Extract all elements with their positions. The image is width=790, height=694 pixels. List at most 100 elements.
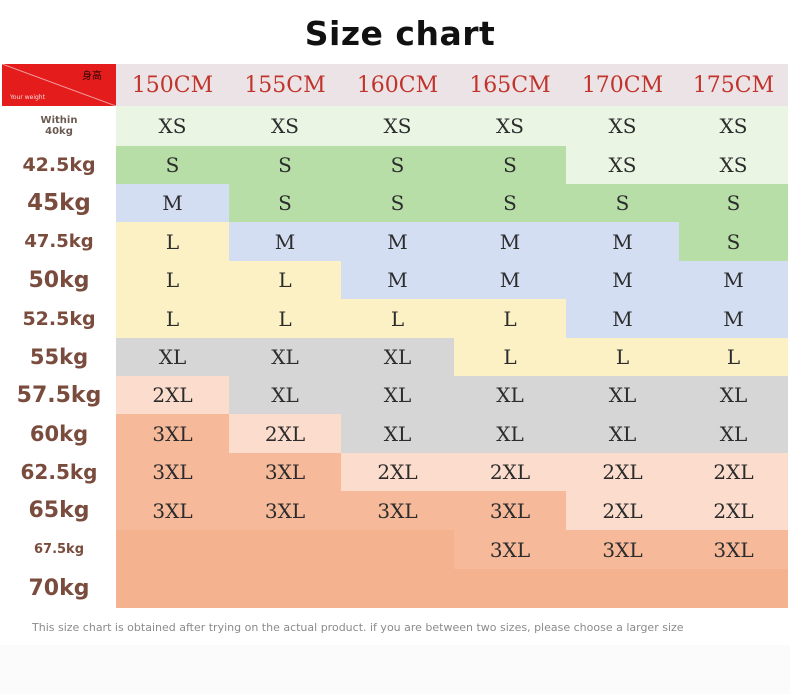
height-header-cell: 155CM — [229, 64, 341, 106]
size-cell: L — [454, 338, 566, 376]
size-cell: M — [116, 184, 229, 222]
size-cell: S — [341, 184, 454, 222]
size-cell: 2XL — [566, 453, 679, 491]
size-cell — [229, 569, 341, 608]
size-cell: S — [679, 184, 788, 222]
size-cell: XL — [229, 338, 341, 376]
size-cell — [116, 569, 229, 608]
size-cell: XL — [679, 376, 788, 414]
size-cell: XS — [116, 106, 229, 146]
size-cell — [566, 569, 679, 608]
size-cell: 2XL — [229, 414, 341, 453]
size-cell: L — [229, 261, 341, 299]
size-cell: XL — [566, 414, 679, 453]
size-cell: 3XL — [229, 453, 341, 491]
size-cell — [116, 530, 229, 569]
size-cell: S — [229, 184, 341, 222]
size-cell: 2XL — [679, 491, 788, 530]
size-cell: L — [116, 222, 229, 261]
weight-label: 67.5kg — [2, 530, 116, 569]
size-cell: S — [454, 146, 566, 184]
weight-label: 52.5kg — [2, 299, 116, 338]
size-cell: L — [454, 299, 566, 338]
size-cell: XS — [341, 106, 454, 146]
size-cell: XL — [454, 376, 566, 414]
size-cell: L — [566, 338, 679, 376]
size-cell: XL — [341, 414, 454, 453]
size-cell: XS — [679, 146, 788, 184]
size-cell: M — [454, 261, 566, 299]
size-cell: 3XL — [341, 491, 454, 530]
size-cell: M — [229, 222, 341, 261]
size-cell: 2XL — [341, 453, 454, 491]
corner-height-label: 身高 — [82, 71, 102, 82]
weight-label: 60kg — [2, 414, 116, 453]
size-cell: L — [116, 261, 229, 299]
weight-label: 70kg — [2, 569, 116, 608]
size-cell: XS — [454, 106, 566, 146]
size-cell: S — [566, 184, 679, 222]
weight-label: 65kg — [2, 491, 116, 530]
height-header-cell: 175CM — [679, 64, 788, 106]
size-cell: XS — [566, 146, 679, 184]
size-cell: XL — [116, 338, 229, 376]
size-cell: XL — [454, 414, 566, 453]
size-cell: 3XL — [229, 491, 341, 530]
height-header-cell: 165CM — [454, 64, 566, 106]
size-cell: 3XL — [454, 491, 566, 530]
height-header-cell: 170CM — [566, 64, 679, 106]
size-cell: XL — [566, 376, 679, 414]
size-cell: XS — [566, 106, 679, 146]
size-cell: 3XL — [454, 530, 566, 569]
size-cell: M — [566, 261, 679, 299]
size-cell: M — [341, 261, 454, 299]
size-cell: 3XL — [116, 491, 229, 530]
size-cell: M — [566, 299, 679, 338]
size-cell: M — [454, 222, 566, 261]
size-cell: 2XL — [454, 453, 566, 491]
weight-label: 57.5kg — [2, 376, 116, 414]
size-cell: L — [679, 338, 788, 376]
size-cell: 2XL — [679, 453, 788, 491]
weight-label: 62.5kg — [2, 453, 116, 491]
size-cell: 3XL — [116, 414, 229, 453]
bottom-blank-area — [0, 645, 790, 694]
weight-label: 55kg — [2, 338, 116, 376]
size-cell — [341, 569, 454, 608]
size-cell: S — [341, 146, 454, 184]
table-corner-header: 身高 Your weight — [2, 64, 116, 106]
size-cell: 3XL — [679, 530, 788, 569]
weight-label: 47.5kg — [2, 222, 116, 261]
size-cell: 2XL — [116, 376, 229, 414]
weight-label: 42.5kg — [2, 146, 116, 184]
size-cell: L — [341, 299, 454, 338]
page-title: Size chart — [304, 14, 496, 53]
size-cell: 3XL — [116, 453, 229, 491]
height-header-cell: 150CM — [116, 64, 229, 106]
size-cell: M — [679, 299, 788, 338]
height-header-cell: 160CM — [341, 64, 454, 106]
size-cell: S — [679, 222, 788, 261]
size-cell — [679, 569, 788, 608]
size-cell: XL — [229, 376, 341, 414]
size-cell: XL — [341, 338, 454, 376]
size-note: This size chart is obtained after trying… — [32, 621, 684, 634]
size-cell: 2XL — [566, 491, 679, 530]
size-cell: M — [566, 222, 679, 261]
corner-weight-label: Your weight — [10, 94, 45, 101]
size-cell — [341, 530, 454, 569]
size-cell: 3XL — [566, 530, 679, 569]
weight-label: 50kg — [2, 261, 116, 299]
size-cell: L — [229, 299, 341, 338]
corner-diagonal-line — [2, 64, 116, 106]
size-cell: S — [454, 184, 566, 222]
size-cell: L — [116, 299, 229, 338]
weight-label: 45kg — [2, 184, 116, 222]
size-cell: M — [341, 222, 454, 261]
size-cell: XS — [679, 106, 788, 146]
size-cell: XS — [229, 106, 341, 146]
size-cell: XL — [341, 376, 454, 414]
size-cell: S — [229, 146, 341, 184]
size-cell — [454, 569, 566, 608]
